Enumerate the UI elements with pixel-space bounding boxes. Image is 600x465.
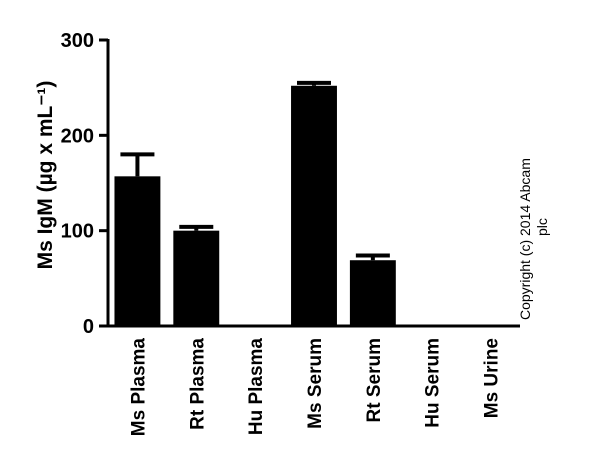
bar [173,230,220,326]
bar [114,176,161,326]
copyright-line-2: plc [534,218,550,236]
error-bars [120,80,390,261]
y-tick-label: 100 [61,221,94,243]
category-label: Hu Plasma [246,338,267,436]
y-tick-label: 200 [61,125,94,147]
y-tick-label: 300 [61,30,94,52]
category-label: Hu Serum [423,338,444,428]
category-labels: Ms Plasma Rt Plasma Hu Plasma Ms Serum Rt Se… [128,338,502,437]
category-label: Ms Urine [482,338,503,418]
bars [114,85,396,326]
category-label: Ms Serum [305,338,326,429]
bar [291,85,337,326]
category-label: Rt Plasma [187,338,208,430]
copyright-line-1: Copyright (c) 2014 Abcam [517,158,533,320]
category-label: Ms Plasma [128,338,149,437]
y-axis-ticks: 0 100 200 300 [61,30,108,338]
bar [349,260,396,326]
category-label: Rt Serum [364,338,385,422]
y-tick-label: 0 [83,316,94,338]
y-axis-title: Ms IgM (µg x mL⁻¹) [34,81,57,270]
